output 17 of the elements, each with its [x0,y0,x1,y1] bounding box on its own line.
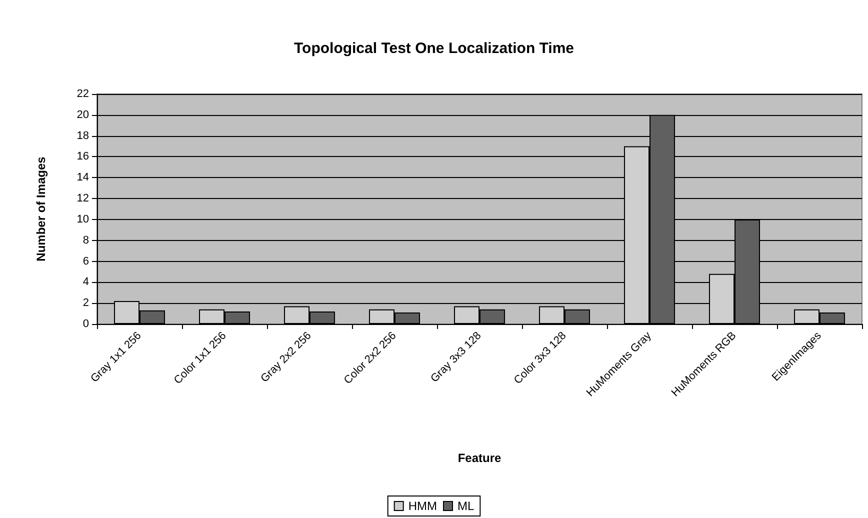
y-tick-label: 6 [82,255,89,268]
y-tick-label: 0 [82,318,89,330]
chart-title: Topological Test One Localization Time [294,40,574,57]
y-tick-label: 22 [76,88,89,100]
legend-label: ML [457,499,474,513]
y-axis-title: Number of Images [34,156,48,262]
y-tick-label: 4 [82,276,89,288]
y-tick-label: 12 [76,192,89,205]
y-tick-label: 10 [76,213,89,226]
legend-label: HMM [408,499,438,513]
x-axis-title: Feature [458,451,502,465]
y-tick-label: 18 [76,130,89,142]
y-tick-label: 14 [76,172,89,184]
y-tick-label: 20 [76,108,89,121]
y-tick-label: 16 [76,150,89,163]
y-tick-label: 8 [82,234,89,246]
y-tick-label: 2 [82,297,89,310]
